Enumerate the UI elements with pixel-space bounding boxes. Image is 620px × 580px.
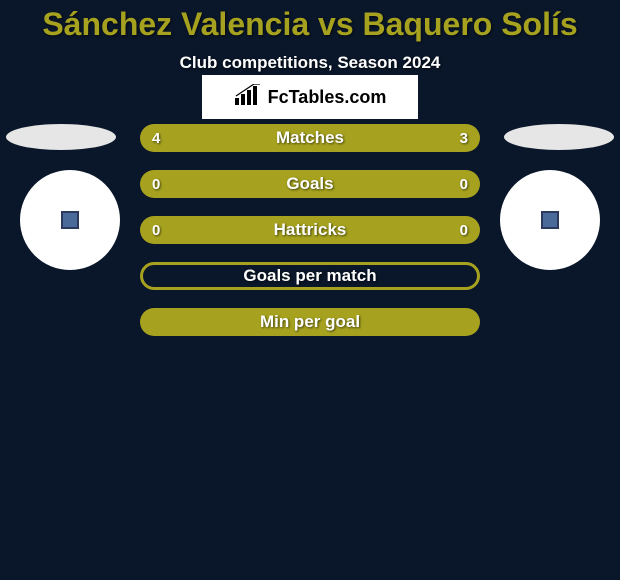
stat-bar: Goals per match xyxy=(140,262,480,290)
stat-bar: Min per goal xyxy=(140,308,480,336)
stat-bars: Matches 4 3 Goals 0 0 Hattricks 0 0 Goals per mat… xyxy=(140,124,480,354)
stat-left-value: 0 xyxy=(152,222,160,239)
left-ellipse xyxy=(6,124,116,150)
stat-left-value: 4 xyxy=(152,130,160,147)
stat-right-value: 0 xyxy=(460,176,468,193)
stat-left-value: 0 xyxy=(152,176,160,193)
stat-label: Hattricks xyxy=(274,220,347,240)
subtitle: Club competitions, Season 2024 xyxy=(0,53,620,73)
page-title: Sánchez Valencia vs Baquero Solís xyxy=(0,0,620,43)
right-ellipse xyxy=(504,124,614,150)
stat-label: Goals xyxy=(286,174,333,194)
left-player-circle xyxy=(20,170,120,270)
stat-label: Matches xyxy=(276,128,344,148)
stat-bar: Goals 0 0 xyxy=(140,170,480,198)
logo-box: FcTables.com xyxy=(202,75,418,119)
logo-chart-icon xyxy=(234,84,262,111)
stat-label: Min per goal xyxy=(260,312,360,332)
stat-right-value: 3 xyxy=(460,130,468,147)
stat-bar: Hattricks 0 0 xyxy=(140,216,480,244)
stat-label: Goals per match xyxy=(243,266,376,286)
right-player-circle xyxy=(500,170,600,270)
logo-text: FcTables.com xyxy=(268,87,387,108)
stat-right-value: 0 xyxy=(460,222,468,239)
stat-bar: Matches 4 3 xyxy=(140,124,480,152)
right-player-icon xyxy=(541,211,559,229)
left-player-icon xyxy=(61,211,79,229)
